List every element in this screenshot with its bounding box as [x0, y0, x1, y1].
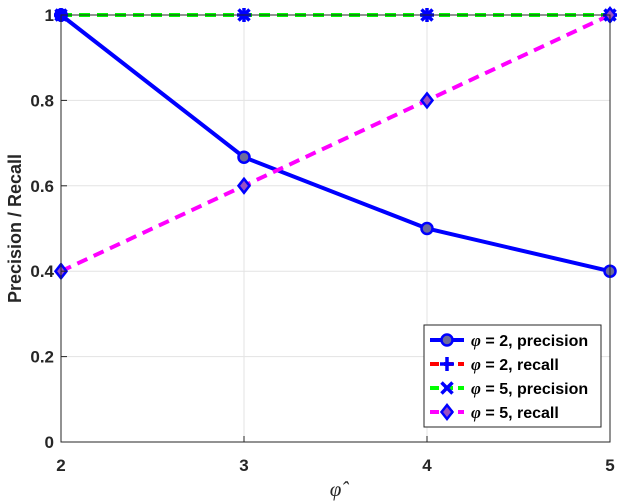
legend-symbol-1: φ	[471, 355, 481, 374]
x-tick-label: 5	[605, 456, 614, 475]
y-axis-label: Precision / Recall	[5, 154, 25, 303]
x-tick-label: 3	[239, 456, 248, 475]
legend-marker-0	[440, 333, 454, 347]
legend-marker-3	[439, 402, 455, 422]
y-tick-label: 0	[45, 433, 54, 452]
legend-symbol-3: φ	[471, 403, 481, 422]
y-tick-label: 0.4	[30, 262, 54, 281]
x-tick-label: 2	[56, 456, 65, 475]
series-0-point	[237, 150, 251, 164]
plot-frame	[60, 14, 611, 443]
legend-text-0: = 2, precision	[481, 333, 588, 350]
y-tick-label: 1	[45, 6, 54, 25]
legend-label-0: φ = 2, precision	[471, 331, 588, 350]
series-markers	[53, 5, 618, 281]
legend-symbol-2: φ	[471, 379, 481, 398]
series-line-0	[59, 13, 611, 274]
x-axis-ticks: 2 3 4 5	[56, 436, 615, 475]
y-tick-label: 0.2	[30, 348, 54, 367]
y-tick-label: 0.8	[30, 91, 54, 110]
legend-text-2: = 5, precision	[481, 381, 588, 398]
x-axis-label: φ̂	[330, 477, 350, 501]
y-tick-label: 0.6	[30, 177, 54, 196]
legend-marker-1	[440, 357, 454, 371]
y-axis-ticks: 0 0.2 0.4 0.6 0.8 1	[30, 6, 67, 452]
legend-text-3: = 5, recall	[481, 405, 559, 422]
series-lines	[59, 13, 611, 274]
legend-text-1: = 2, recall	[481, 357, 559, 374]
legend-symbol-0: φ	[471, 331, 481, 350]
series-3-point	[419, 91, 435, 110]
legend-label-2: φ = 5, precision	[471, 379, 588, 398]
legend-label-1: φ = 2, recall	[471, 355, 559, 374]
series-0-point	[420, 221, 434, 236]
x-tick-label: 4	[422, 456, 432, 475]
legend-label-3: φ = 5, recall	[471, 403, 559, 422]
legend-marker-2	[440, 381, 454, 395]
series-line-3	[60, 13, 611, 274]
series-3-point	[236, 176, 252, 195]
